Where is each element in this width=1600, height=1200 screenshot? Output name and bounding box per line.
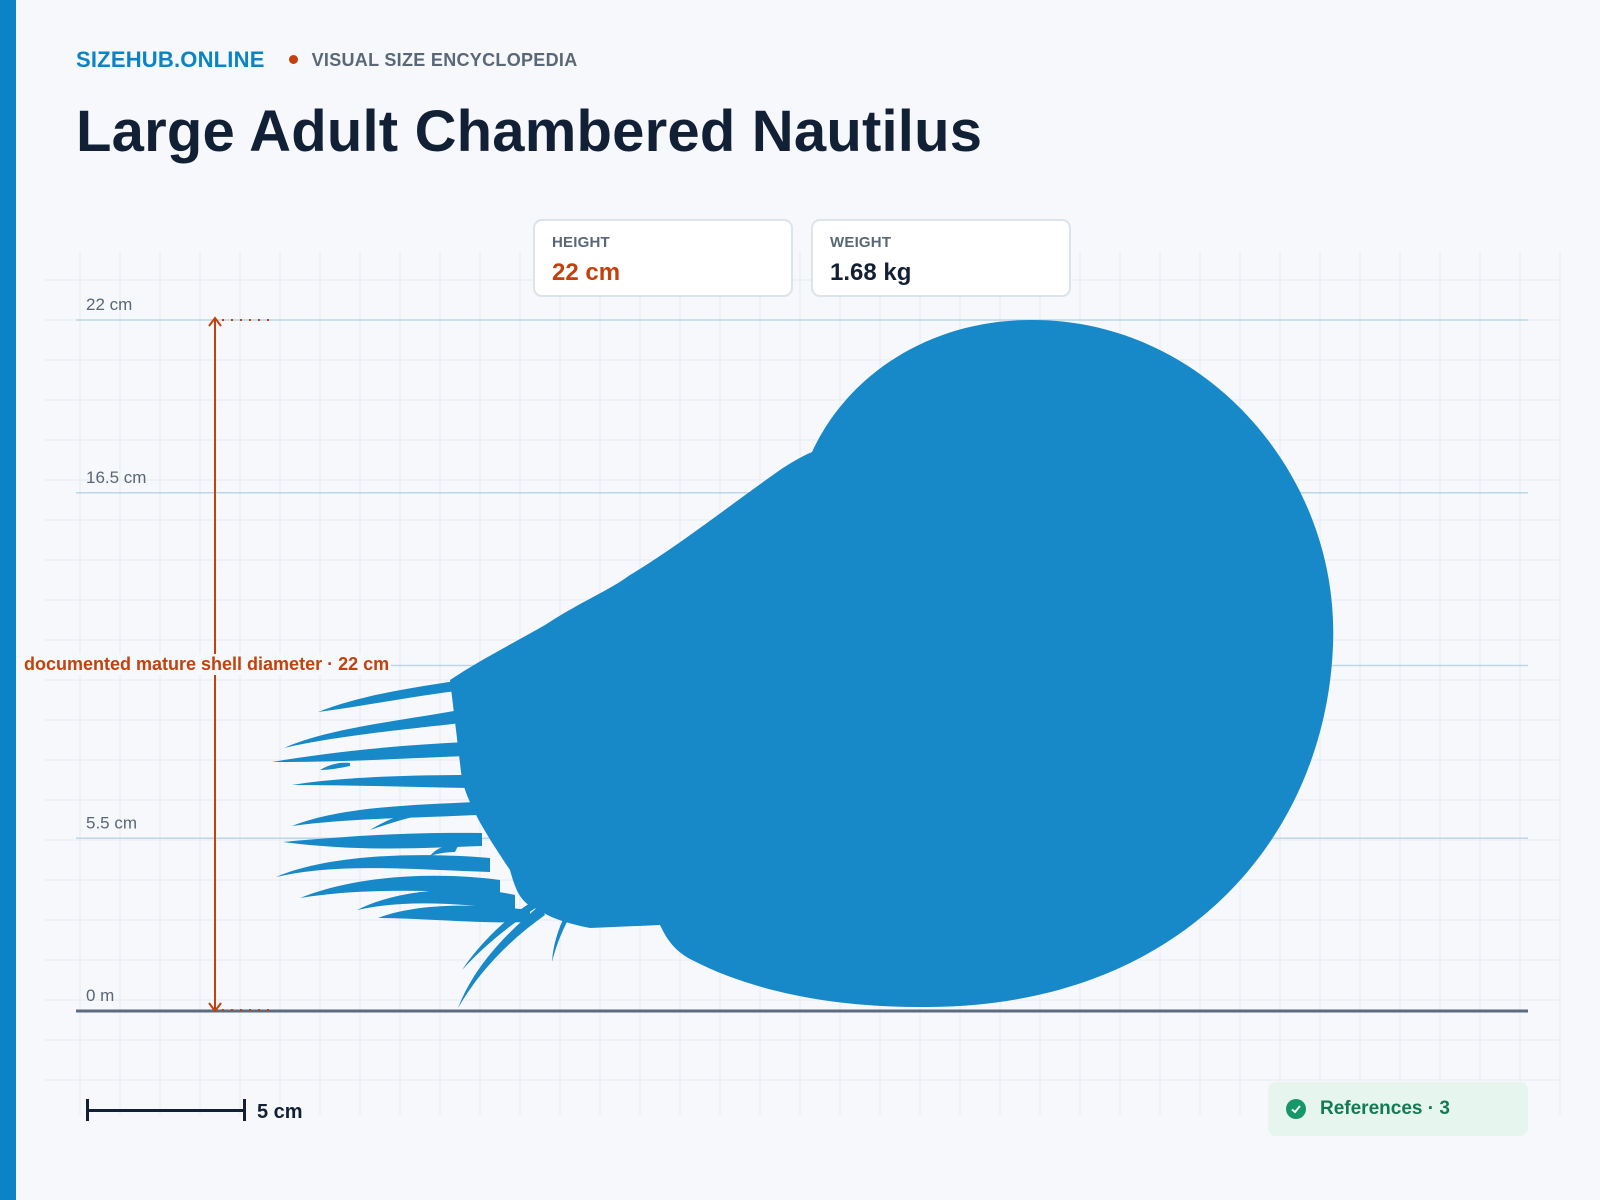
scale-bar <box>86 1099 246 1121</box>
weight-value: 1.68 kg <box>830 259 912 286</box>
scale-bar-label: 5 cm <box>257 1101 303 1123</box>
y-tick-label: 22 cm <box>86 295 132 314</box>
separator-dot <box>288 54 298 64</box>
nautilus-tentacles <box>272 680 568 1008</box>
nautilus-shell <box>450 319 1334 1008</box>
y-tick-label: 5.5 cm <box>86 813 137 832</box>
references-button[interactable]: References · 3 <box>1268 1082 1528 1136</box>
references-label: References · 3 <box>1320 1098 1450 1119</box>
check-circle-icon <box>1286 1099 1306 1119</box>
measurement-label: documented mature shell diameter · 22 cm <box>22 654 392 675</box>
height-card: HEIGHT 22 cm <box>533 219 793 297</box>
accent-bar <box>0 0 16 1200</box>
brand-row: SIZEHUB.ONLINE VISUAL SIZE ENCYCLOPEDIA <box>76 47 578 73</box>
tagline: VISUAL SIZE ENCYCLOPEDIA <box>311 49 578 70</box>
height-value: 22 cm <box>552 259 621 286</box>
page-title: Large Adult Chambered Nautilus <box>76 99 983 164</box>
axis-tick-labels: 0 m 5.5 cm 16.5 cm 22 cm <box>86 295 146 1005</box>
nautilus-silhouette <box>272 319 1334 1008</box>
brand-link[interactable]: SIZEHUB.ONLINE <box>76 47 265 72</box>
y-tick-label: 0 m <box>86 986 114 1005</box>
weight-card: WEIGHT 1.68 kg <box>811 219 1071 297</box>
height-label: HEIGHT <box>552 234 610 251</box>
weight-label: WEIGHT <box>830 234 892 251</box>
y-tick-label: 16.5 cm <box>86 468 146 487</box>
